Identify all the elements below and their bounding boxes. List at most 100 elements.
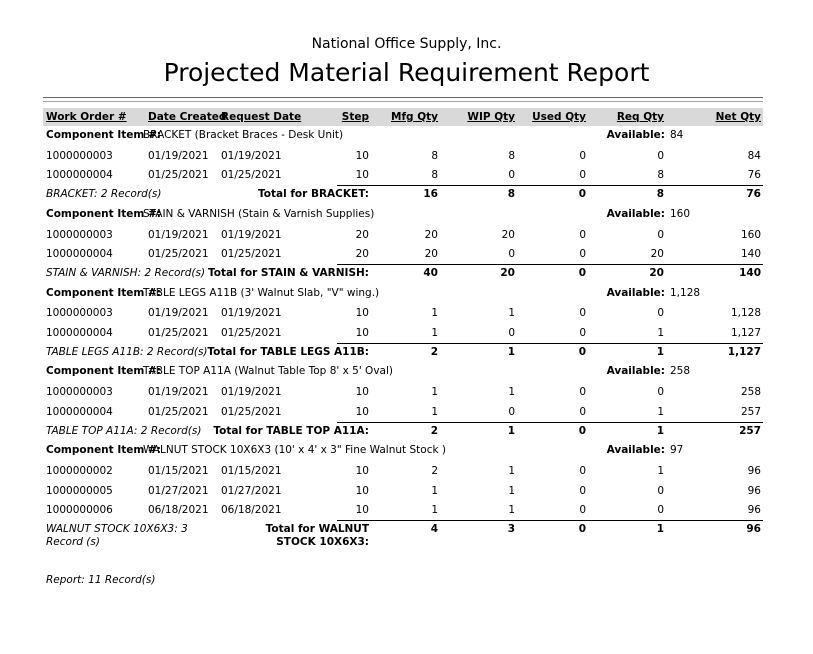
table-cell: 10 bbox=[355, 504, 369, 517]
group-total: 8 bbox=[507, 188, 515, 201]
component-item: TABLE TOP A11A (Walnut Table Top 8' x 5'… bbox=[143, 365, 393, 378]
available-label: Available: bbox=[606, 365, 665, 378]
table-cell: 20 bbox=[424, 248, 438, 261]
group-total: 20 bbox=[500, 266, 515, 279]
table-cell: 01/19/2021 bbox=[148, 149, 209, 162]
table-cell: 01/19/2021 bbox=[221, 149, 282, 162]
table-cell: 0 bbox=[508, 169, 515, 182]
group-total: 4 bbox=[430, 523, 438, 535]
table-cell: 76 bbox=[747, 169, 761, 182]
table-cell: 0 bbox=[579, 504, 586, 517]
table-cell: 0 bbox=[579, 228, 586, 241]
table-cell: 1,127 bbox=[730, 327, 761, 339]
table-cell: 0 bbox=[579, 149, 586, 162]
table-cell: 01/15/2021 bbox=[148, 464, 209, 477]
component-label: Component Item #: bbox=[46, 129, 161, 141]
group-record-count: BRACKET: 2 Record(s) bbox=[46, 188, 162, 201]
column-header: Used Qty bbox=[532, 111, 586, 123]
table-cell: 10 bbox=[355, 484, 369, 497]
group-total: 257 bbox=[739, 424, 761, 437]
table-cell: 1 bbox=[431, 504, 438, 517]
table-cell: 1000000003 bbox=[46, 386, 113, 399]
column-header: Req Qty bbox=[616, 111, 664, 123]
group-total: 0 bbox=[578, 188, 586, 201]
table-cell: 0 bbox=[508, 327, 515, 339]
column-header: Mfg Qty bbox=[391, 111, 438, 123]
table-cell: 1 bbox=[508, 504, 515, 517]
company-name: National Office Supply, Inc. bbox=[311, 36, 502, 52]
table-cell: 1,128 bbox=[730, 307, 761, 320]
table-cell: 1000000003 bbox=[46, 307, 113, 320]
group-total-label: Total for TABLE LEGS A11B: bbox=[207, 345, 369, 358]
column-header: Work Order # bbox=[46, 111, 127, 123]
table-cell: 06/18/2021 bbox=[221, 504, 282, 517]
table-cell: 140 bbox=[740, 248, 761, 261]
table-cell: 1 bbox=[657, 327, 664, 339]
group-total: 76 bbox=[746, 188, 761, 201]
group-total: 1 bbox=[656, 345, 664, 358]
table-cell: 8 bbox=[508, 149, 515, 162]
table-cell: 01/25/2021 bbox=[221, 327, 282, 339]
table-cell: 06/18/2021 bbox=[148, 504, 209, 517]
table-cell: 01/15/2021 bbox=[221, 464, 282, 477]
table-cell: 01/25/2021 bbox=[148, 248, 209, 261]
table-cell: 1000000004 bbox=[46, 169, 113, 182]
table-cell: 1 bbox=[431, 307, 438, 320]
table-cell: 0 bbox=[579, 327, 586, 339]
table-cell: 0 bbox=[508, 248, 515, 261]
table-cell: 1000000004 bbox=[46, 248, 113, 261]
group-total: 16 bbox=[423, 188, 438, 201]
available-label: Available: bbox=[606, 286, 665, 299]
component-label: Component Item #: bbox=[46, 444, 161, 457]
group-total: 1 bbox=[507, 345, 515, 358]
table-cell: 10 bbox=[355, 327, 369, 339]
table-cell: 8 bbox=[657, 169, 664, 182]
group-total: 40 bbox=[423, 266, 438, 279]
group-total-label: Total for BRACKET: bbox=[258, 188, 369, 201]
table-cell: 1000000006 bbox=[46, 504, 113, 517]
group-total: 0 bbox=[578, 523, 586, 535]
table-cell: 1 bbox=[657, 405, 664, 418]
available-value: 1,128 bbox=[670, 286, 701, 299]
table-cell: 0 bbox=[579, 307, 586, 320]
group-total: 0 bbox=[578, 266, 586, 279]
table-cell: 0 bbox=[657, 307, 664, 320]
available-label: Available: bbox=[606, 129, 665, 141]
table-cell: 20 bbox=[355, 228, 369, 241]
table-cell: 96 bbox=[747, 484, 761, 497]
component-label: Component Item #: bbox=[46, 207, 161, 220]
table-cell: 1000000005 bbox=[46, 484, 113, 497]
table-cell: 1 bbox=[508, 464, 515, 477]
group-total: 1 bbox=[656, 523, 664, 535]
group-record-count: TABLE LEGS A11B: 2 Record(s) bbox=[46, 345, 208, 358]
column-header: Net Qty bbox=[715, 111, 761, 123]
table-cell: 01/27/2021 bbox=[221, 484, 282, 497]
table-cell: 0 bbox=[579, 386, 586, 399]
table-cell: 01/19/2021 bbox=[221, 228, 282, 241]
table-cell: 8 bbox=[431, 149, 438, 162]
total-rule bbox=[337, 263, 763, 265]
group-total: 20 bbox=[649, 266, 664, 279]
group-total: 140 bbox=[739, 266, 761, 279]
table-cell: 1 bbox=[508, 484, 515, 497]
table-cell: 01/19/2021 bbox=[148, 228, 209, 241]
group-total: 8 bbox=[656, 188, 664, 201]
available-value: 84 bbox=[670, 129, 684, 141]
table-cell: 1000000003 bbox=[46, 149, 113, 162]
column-header: Step bbox=[341, 111, 369, 123]
table-cell: 01/19/2021 bbox=[221, 307, 282, 320]
group-total: 2 bbox=[430, 424, 438, 437]
column-header: Date Created bbox=[148, 111, 227, 123]
group-total-label: Total for TABLE TOP A11A: bbox=[213, 424, 369, 437]
table-cell: 01/19/2021 bbox=[148, 307, 209, 320]
table-cell: 1 bbox=[431, 386, 438, 399]
table-cell: 1000000004 bbox=[46, 405, 113, 418]
table-cell: 10 bbox=[355, 149, 369, 162]
table-cell: 0 bbox=[657, 149, 664, 162]
header-rule bbox=[43, 97, 763, 98]
report-title: Projected Material Requirement Report bbox=[163, 58, 650, 87]
group-total: 1,127 bbox=[727, 345, 761, 358]
group-total-label: Total for WALNUT STOCK 10X6X3: bbox=[265, 523, 369, 548]
table-cell: 1 bbox=[657, 464, 664, 477]
